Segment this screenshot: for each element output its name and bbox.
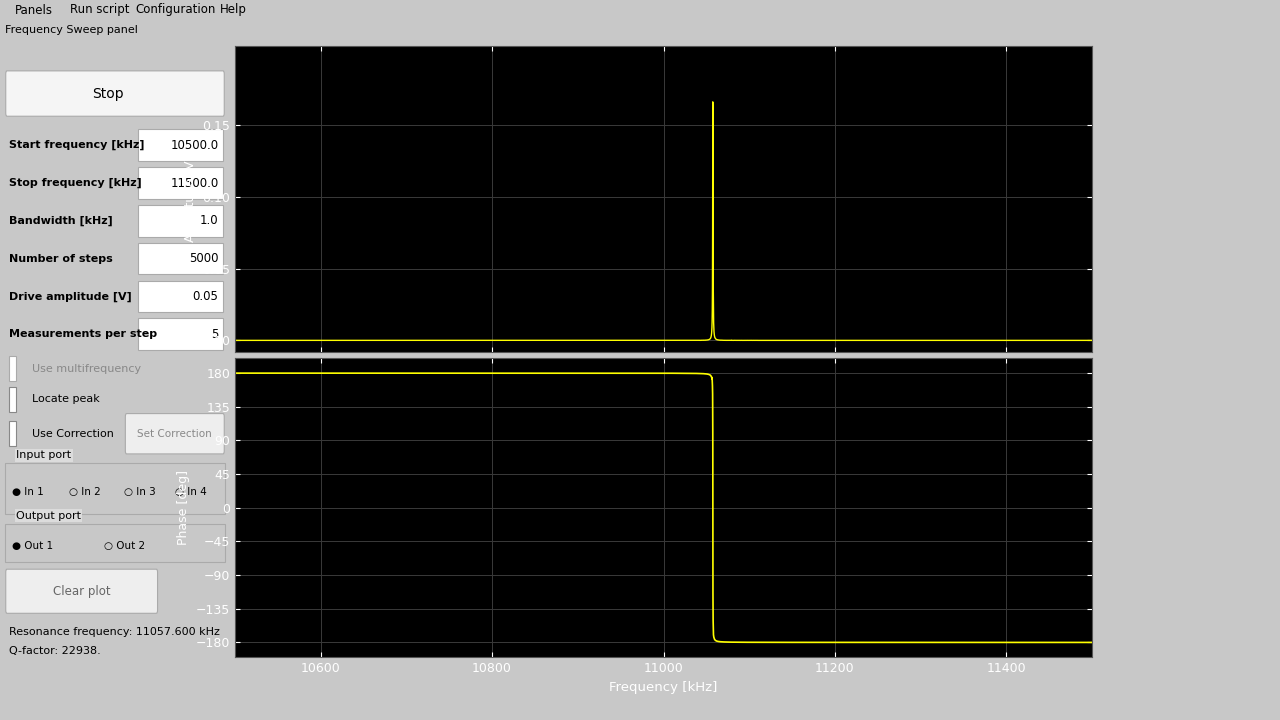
Bar bbox=[138, 243, 223, 274]
Bar bbox=[138, 130, 223, 161]
Text: ● In 1: ● In 1 bbox=[12, 487, 44, 497]
Text: Use multifrequency: Use multifrequency bbox=[32, 364, 141, 374]
Text: 11500.0: 11500.0 bbox=[170, 176, 219, 189]
FancyBboxPatch shape bbox=[125, 413, 224, 454]
Text: Locate peak: Locate peak bbox=[32, 394, 100, 404]
Text: 1.0: 1.0 bbox=[200, 215, 219, 228]
Text: Resonance frequency: 11057.600 kHz: Resonance frequency: 11057.600 kHz bbox=[9, 627, 220, 637]
Y-axis label: Phase [deg]: Phase [deg] bbox=[177, 470, 191, 545]
X-axis label: Frequency [kHz]: Frequency [kHz] bbox=[609, 681, 718, 694]
Text: Configuration: Configuration bbox=[134, 4, 215, 17]
Text: ○ Out 2: ○ Out 2 bbox=[104, 541, 145, 551]
Bar bbox=[138, 205, 223, 237]
Bar bbox=[5, 464, 225, 514]
Text: Number of steps: Number of steps bbox=[9, 253, 113, 264]
Text: 10500.0: 10500.0 bbox=[170, 139, 219, 152]
Bar bbox=[5, 524, 225, 562]
Bar bbox=[9, 356, 15, 382]
Text: 5000: 5000 bbox=[189, 252, 219, 265]
Text: Output port: Output port bbox=[17, 510, 81, 521]
Text: Frequency Sweep panel: Frequency Sweep panel bbox=[5, 25, 137, 35]
Text: Panels: Panels bbox=[15, 4, 52, 17]
Text: Run script: Run script bbox=[70, 4, 129, 17]
Text: Stop frequency [kHz]: Stop frequency [kHz] bbox=[9, 178, 142, 188]
Text: ○ In 3: ○ In 3 bbox=[124, 487, 156, 497]
Text: Clear plot: Clear plot bbox=[52, 585, 110, 598]
Bar bbox=[138, 318, 223, 350]
Text: Input port: Input port bbox=[17, 450, 72, 460]
Text: ● Out 1: ● Out 1 bbox=[12, 541, 52, 551]
Text: 5: 5 bbox=[211, 328, 219, 341]
Text: Bandwidth [kHz]: Bandwidth [kHz] bbox=[9, 216, 113, 226]
Text: ○ In 4: ○ In 4 bbox=[175, 487, 206, 497]
Bar bbox=[9, 387, 15, 412]
Text: ○ In 2: ○ In 2 bbox=[69, 487, 101, 497]
FancyBboxPatch shape bbox=[5, 71, 224, 116]
Text: 0.05: 0.05 bbox=[192, 290, 219, 303]
Text: Start frequency [kHz]: Start frequency [kHz] bbox=[9, 140, 145, 150]
FancyBboxPatch shape bbox=[5, 570, 157, 613]
Text: Measurements per step: Measurements per step bbox=[9, 329, 157, 339]
Text: Q-factor: 22938.: Q-factor: 22938. bbox=[9, 646, 101, 656]
Text: Use Correction: Use Correction bbox=[32, 428, 114, 438]
Bar bbox=[138, 167, 223, 199]
Bar bbox=[138, 281, 223, 312]
Y-axis label: Amplitude [V]: Amplitude [V] bbox=[183, 156, 197, 242]
Text: Set Correction: Set Correction bbox=[137, 428, 212, 438]
Bar bbox=[9, 421, 15, 446]
Text: Stop: Stop bbox=[92, 86, 124, 101]
Text: Drive amplitude [V]: Drive amplitude [V] bbox=[9, 292, 132, 302]
Text: Help: Help bbox=[220, 4, 247, 17]
